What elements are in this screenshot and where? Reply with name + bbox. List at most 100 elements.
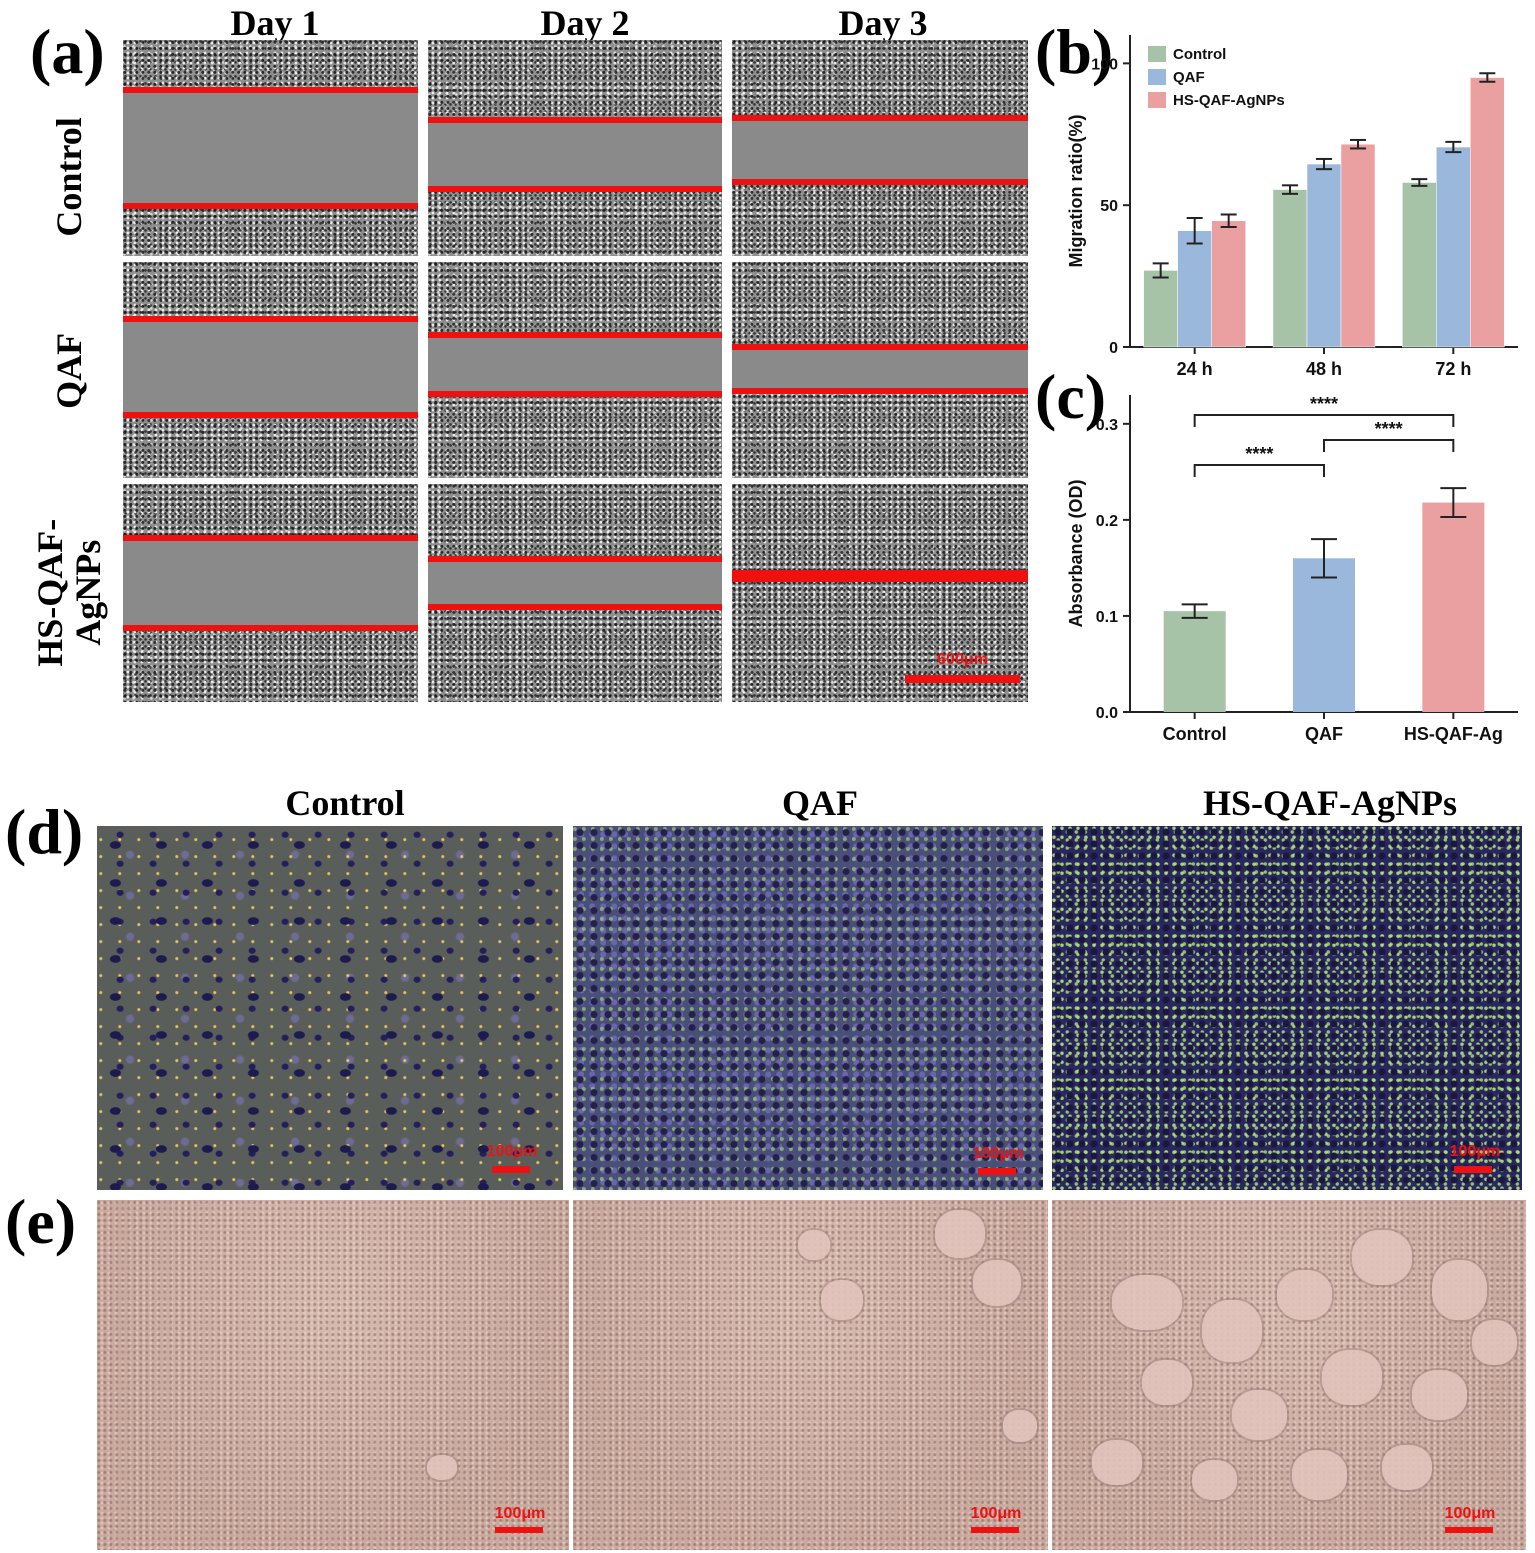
x-tick-label: HS-QAF-Ag (1404, 724, 1503, 744)
legend-label: Control (1173, 46, 1226, 63)
panel-label-a: (a) (30, 16, 105, 87)
scratch-image-r2-c1 (123, 262, 418, 478)
panel-label-b: (b) (1035, 16, 1114, 87)
absorbance-chart: 0.0 0.1 0.2 0.3 Absorbance (OD) Control QAF HS-… (1066, 394, 1518, 744)
scratch-gap (123, 538, 418, 625)
bar-qaf (1436, 146, 1471, 348)
scratch-edge-bottom (428, 604, 722, 610)
bar-qaf (1306, 163, 1342, 348)
panel-label-e: (e) (5, 1186, 77, 1257)
scratch-edge-top (123, 316, 418, 322)
scale-bar-e-hs-label: 100μm (1444, 1505, 1496, 1522)
transwell-image-hs-qaf-agnps: 100μm (1052, 826, 1522, 1190)
tube-image-control: 100μm (97, 1200, 569, 1550)
scratch-gap (428, 120, 722, 186)
scratch-image-r1-c2 (428, 40, 722, 256)
tube-blob (1192, 1460, 1237, 1500)
tube-blob (935, 1210, 985, 1258)
scratch-gap (732, 118, 1028, 179)
tube-blob (1003, 1410, 1037, 1442)
x-tick-label: Control (1163, 724, 1227, 744)
tube-blob (1412, 1370, 1467, 1420)
scratch-edge-bottom (428, 186, 722, 192)
scale-bar-e-control-label: 100μm (494, 1505, 546, 1522)
scratch-edge-bottom (123, 203, 418, 209)
row-header-hs-line2: AgNPs (68, 539, 108, 646)
x-tick-label: 48 h (1306, 359, 1342, 379)
y-axis-label: Migration ratio(%) (1066, 115, 1086, 268)
scratch-edge-bottom (732, 576, 1028, 582)
scale-bar-e-qaf (971, 1527, 1019, 1533)
col-header-day2: Day 2 (540, 3, 630, 43)
tube-blob (1292, 1450, 1347, 1500)
bar-control (1143, 270, 1178, 348)
tube-blob (1382, 1445, 1432, 1490)
scratch-edge-top (428, 332, 722, 338)
scratch-edge-top (428, 117, 722, 123)
panel-label-d: (d) (5, 796, 84, 867)
col-header-d-qaf: QAF (782, 783, 858, 823)
scratch-edge-top (123, 87, 418, 93)
scratch-edge-bottom (428, 391, 722, 397)
x-tick-label: 72 h (1435, 359, 1471, 379)
scale-bar-e-qaf-label: 100μm (970, 1505, 1022, 1522)
y-tick-label: 50 (1100, 198, 1118, 215)
bar-qaf (1177, 230, 1212, 348)
col-header-day1: Day 1 (230, 3, 320, 43)
scratch-edge-top (123, 535, 418, 541)
scratch-edge-top (428, 556, 722, 562)
scratch-image-r2-c3 (732, 262, 1028, 478)
scratch-gap (123, 90, 418, 203)
bar-hs-qaf-ag (1422, 502, 1485, 712)
x-tick-label: QAF (1305, 724, 1343, 744)
row-header-control: Control (49, 117, 90, 237)
scratch-gap (428, 559, 722, 604)
scale-bar-d-qaf (978, 1168, 1016, 1175)
tube-blob (1092, 1440, 1142, 1485)
col-header-d-hs: HS-QAF-AgNPs (1203, 783, 1457, 823)
scratch-image-r3-c2 (428, 484, 722, 702)
scratch-edge-bottom (123, 625, 418, 631)
migration-ratio-chart: 0 50 100 Migration ratio(%) 24 h 48 h 72 h Cont… (1066, 35, 1518, 379)
y-tick-label: 0.3 (1096, 417, 1118, 434)
significance-label: **** (1310, 394, 1338, 414)
tube-blob (1432, 1260, 1487, 1320)
significance-label: **** (1245, 444, 1273, 464)
tube-blob (973, 1260, 1021, 1306)
y-tick-label: 100 (1091, 56, 1118, 73)
scratch-edge-bottom (732, 388, 1028, 394)
transwell-image-qaf: 100μm (573, 826, 1043, 1190)
bar-control (1163, 611, 1226, 712)
scratch-image-r2-c2 (428, 262, 722, 478)
scratch-gap (428, 335, 722, 391)
bar-control (1402, 182, 1437, 348)
significance-bracket (1193, 414, 1455, 427)
scratch-edge-bottom (732, 179, 1028, 185)
scratch-gap (732, 347, 1028, 388)
scale-bar-d-control (492, 1166, 530, 1173)
scale-bar-d-hs-label: 100μm (1449, 1143, 1501, 1160)
row-header-hs-qaf-agnps: HS-QAF- AgNPs (30, 493, 108, 693)
bar-qaf (1293, 558, 1355, 712)
y-tick-label: 0.2 (1096, 513, 1118, 530)
row-header-hs-line1: HS-QAF- (30, 518, 71, 667)
col-header-d-control: Control (285, 783, 405, 823)
scratch-image-r3-c3 (732, 484, 1028, 702)
tube-image-hs-qaf-agnps: 100μm (1052, 1200, 1526, 1550)
bar-control (1272, 189, 1308, 348)
tube-image-qaf: 100μm (573, 1200, 1048, 1550)
scratch-edge-top (732, 115, 1028, 121)
scratch-image-r3-c1 (123, 484, 418, 702)
tube-blob (1142, 1360, 1192, 1405)
scratch-edge-bottom (123, 412, 418, 418)
legend-label: HS-QAF-AgNPs (1173, 92, 1285, 109)
tube-blob (1232, 1390, 1287, 1440)
scale-bar-e-hs (1445, 1527, 1493, 1533)
panel-label-c: (c) (1035, 361, 1107, 432)
tube-blob (1277, 1270, 1332, 1320)
tube-blob (427, 1455, 457, 1480)
scale-bar-a (905, 675, 1020, 683)
scratch-edge-top (732, 570, 1028, 576)
significance-bracket (1193, 464, 1325, 477)
tube-blob (1202, 1300, 1262, 1362)
